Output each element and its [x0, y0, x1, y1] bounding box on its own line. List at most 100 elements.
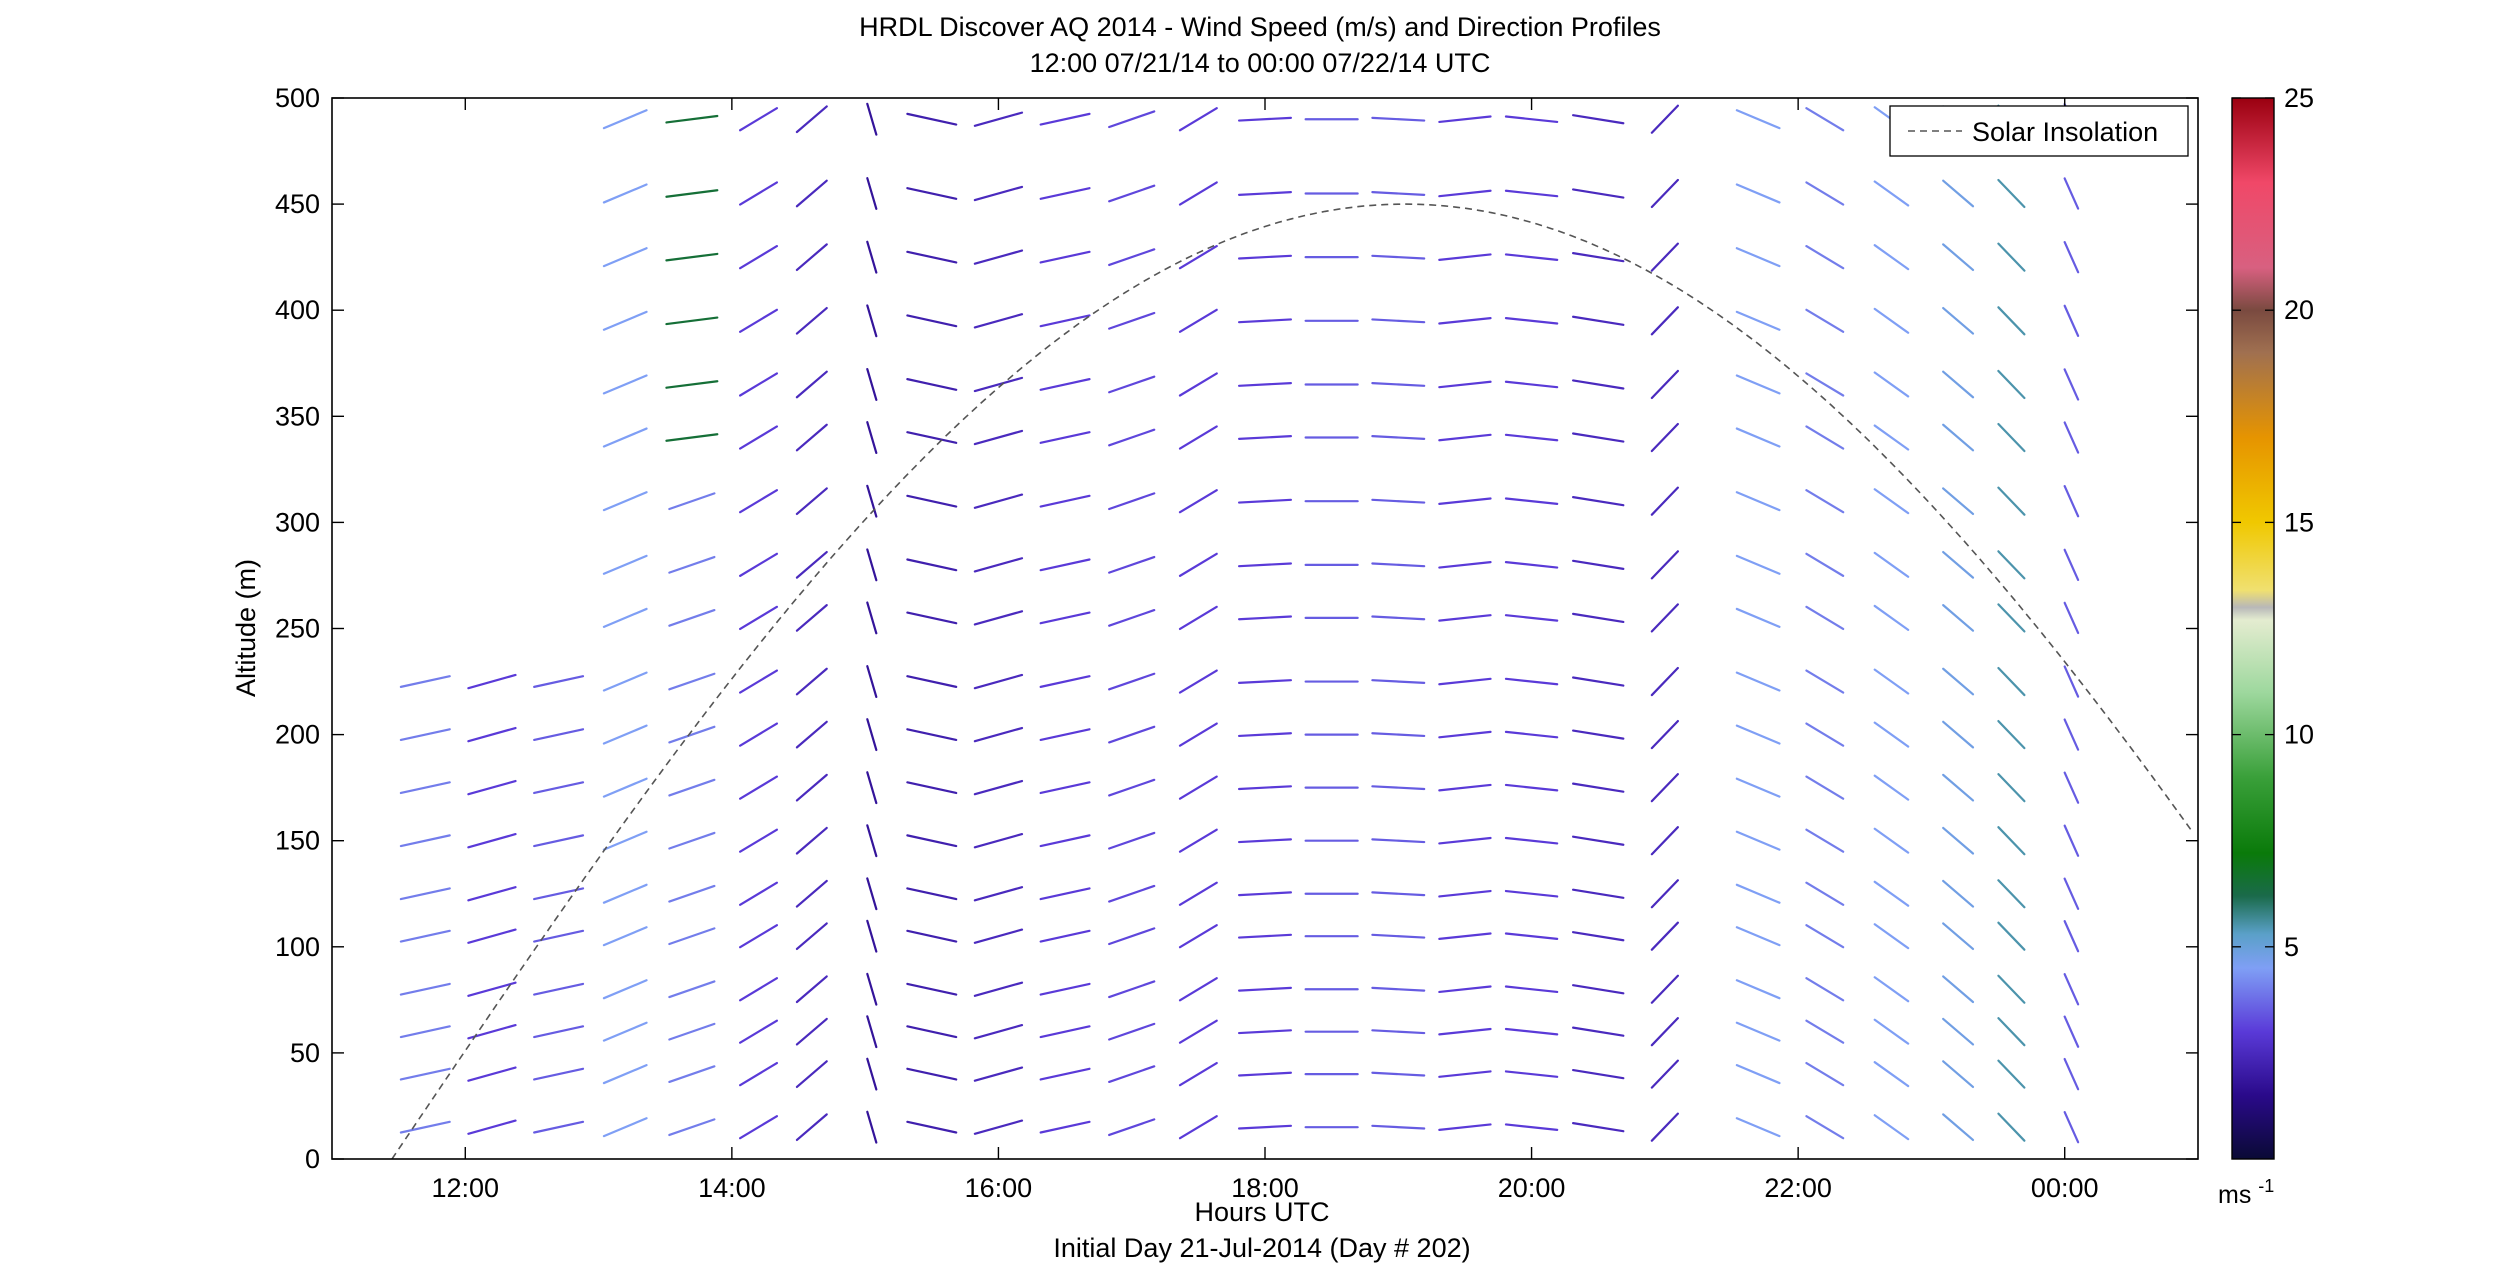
wind-barb: [866, 548, 878, 582]
wind-barb: [1039, 187, 1091, 200]
wind-barb: [866, 304, 878, 338]
y-axis: 0 50 100 150 200 250 300 350 400 450 500: [275, 83, 2198, 1174]
wind-barb: [1371, 116, 1426, 122]
wind-barb: [1735, 427, 1781, 448]
wind-barb: [602, 247, 648, 268]
wind-barb: [1237, 615, 1293, 621]
wind-barb: [2063, 304, 2080, 337]
wind-barb: [739, 924, 778, 949]
y-axis-label: Altitude (m): [231, 559, 261, 697]
wind-barb: [1942, 550, 1975, 579]
wind-barb: [1572, 729, 1625, 740]
wind-barb: [2063, 665, 2080, 698]
wind-barb: [1572, 252, 1625, 263]
wind-barb: [1572, 984, 1625, 995]
wind-barb: [906, 250, 958, 264]
wind-barb: [602, 1117, 648, 1138]
wind-barb: [1942, 720, 1975, 749]
wind-barb: [1997, 826, 2026, 856]
wind-barb: [739, 489, 778, 514]
wind-barb: [1178, 775, 1218, 800]
wind-barb: [1504, 1123, 1559, 1131]
wind-barb: [533, 675, 585, 688]
wind-barb: [1942, 487, 1975, 516]
wind-barb: [1805, 1061, 1845, 1087]
wind-barb: [1504, 1070, 1559, 1078]
wind-barb: [1650, 1112, 1679, 1142]
wind-barb: [1997, 242, 2026, 272]
wind-barb: [973, 1066, 1024, 1082]
wind-barb: [1504, 614, 1559, 622]
wind-barb: [1371, 679, 1426, 685]
wind-barb: [1178, 828, 1218, 853]
wind-barb: [1504, 433, 1559, 442]
wind-barb: [1650, 603, 1679, 633]
wind-barb: [1371, 318, 1426, 324]
wind-barb: [1039, 431, 1091, 444]
wind-barb: [1438, 317, 1492, 325]
wind-barb: [1735, 554, 1781, 575]
wind-barb: [795, 720, 828, 749]
wind-barb: [602, 830, 648, 851]
wind-barb: [795, 550, 828, 579]
wind-barb: [668, 1118, 716, 1137]
wind-barb: [1572, 1122, 1625, 1133]
wind-barb: [1735, 607, 1781, 628]
wind-barb: [1371, 562, 1426, 568]
wind-barb: [1108, 110, 1156, 129]
wind-barb: [602, 183, 648, 204]
wind-barb: [1178, 425, 1218, 450]
wind-barb: [906, 1120, 958, 1134]
wind-barb: [1650, 242, 1679, 272]
wind-barb: [467, 1023, 517, 1040]
wind-barb: [1504, 380, 1559, 389]
wind-barb: [906, 834, 958, 848]
wind-barb: [1805, 552, 1845, 577]
wind-barb: [1873, 721, 1910, 748]
y-tick-label: 200: [275, 720, 320, 750]
wind-barb: [1237, 785, 1293, 791]
wind-barb: [1572, 496, 1625, 507]
wind-barb: [1237, 679, 1293, 685]
wind-barb: [866, 877, 878, 911]
wind-barb: [668, 884, 716, 903]
wind-barb: [1237, 986, 1293, 992]
wind-barb: [1650, 974, 1679, 1004]
wind-barb: [1997, 1112, 2026, 1142]
wind-barb: [467, 833, 517, 849]
wind-barb: [739, 1115, 778, 1140]
wind-barb: [1650, 550, 1679, 580]
wind-barb: [1735, 109, 1781, 130]
y-tick-label: 500: [275, 83, 320, 113]
wind-barb: [399, 1067, 451, 1081]
wind-barb: [973, 610, 1024, 626]
wind-barb: [866, 484, 878, 518]
wind-barb: [1873, 371, 1910, 398]
wind-barb: [1108, 608, 1156, 627]
wind-barb: [973, 833, 1024, 849]
wind-barb: [973, 1119, 1024, 1135]
wind-barb: [973, 111, 1024, 127]
wind-barb: [1371, 1029, 1426, 1035]
wind-barb: [739, 308, 778, 333]
chart-title: HRDL Discover AQ 2014 - Wind Speed (m/s)…: [859, 12, 1661, 42]
wind-barb: [2063, 973, 2080, 1006]
wind-barb: [1650, 773, 1679, 803]
wind-barb: [1942, 667, 1975, 696]
wind-barb: [668, 725, 716, 744]
wind-barb: [1873, 1061, 1910, 1088]
wind-barb: [1873, 1018, 1910, 1045]
wind-barb: [739, 828, 778, 853]
wind-barb: [1504, 497, 1559, 505]
wind-barb: [1108, 1022, 1156, 1041]
wind-barb: [1178, 181, 1218, 206]
wind-barb: [795, 487, 828, 516]
wind-barb: [1438, 253, 1492, 261]
wind-barb: [906, 1025, 958, 1039]
wind-barb: [1735, 883, 1781, 904]
colorbar-unit: ms -1: [2218, 1176, 2274, 1209]
wind-barb: [1438, 115, 1492, 124]
wind-barb: [739, 977, 778, 1002]
wind-barb: [2063, 920, 2080, 953]
wind-barb: [739, 775, 778, 800]
